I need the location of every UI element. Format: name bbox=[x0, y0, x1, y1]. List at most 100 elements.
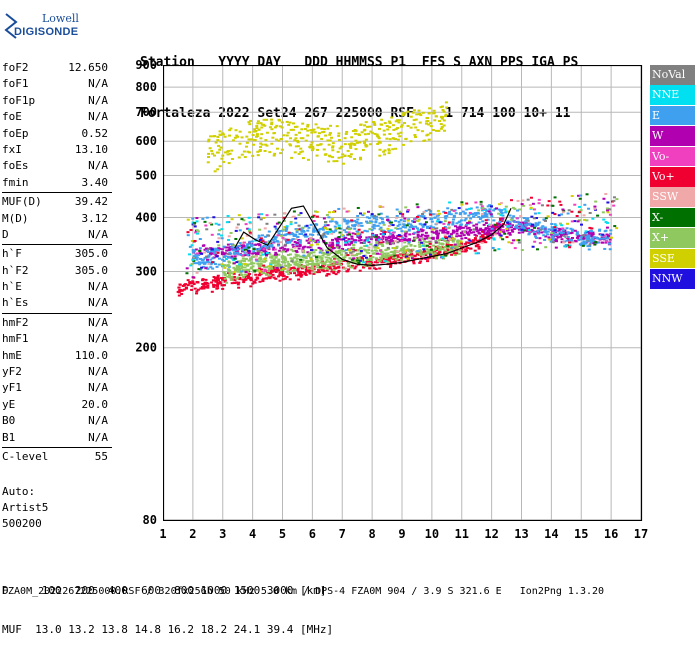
echo-point bbox=[395, 216, 399, 219]
echo-point bbox=[203, 220, 207, 223]
echo-point bbox=[534, 225, 538, 228]
echo-point bbox=[411, 225, 415, 228]
echo-point bbox=[238, 229, 242, 232]
echo-point bbox=[329, 251, 333, 254]
echo-point bbox=[270, 256, 274, 259]
echo-point bbox=[525, 224, 529, 227]
echo-point bbox=[459, 219, 463, 222]
echo-point bbox=[245, 246, 249, 249]
x-tick-label: 17 bbox=[634, 527, 648, 541]
echo-point bbox=[491, 229, 495, 232]
echo-point bbox=[323, 225, 327, 228]
echo-point bbox=[517, 223, 521, 226]
echo-point bbox=[483, 212, 487, 215]
echo-point bbox=[225, 246, 229, 249]
echo-point bbox=[331, 244, 335, 247]
echo-point bbox=[347, 231, 351, 234]
echo-point bbox=[218, 130, 222, 133]
echo-point bbox=[277, 260, 281, 263]
echo-point bbox=[460, 203, 464, 206]
echo-point bbox=[217, 257, 221, 260]
echo-point bbox=[245, 135, 249, 138]
echo-point bbox=[374, 238, 378, 241]
echo-point bbox=[578, 197, 582, 200]
echo-point bbox=[340, 156, 344, 159]
echo-point bbox=[246, 263, 250, 266]
echo-point bbox=[221, 287, 225, 290]
echo-point bbox=[368, 267, 372, 270]
echo-point bbox=[420, 233, 424, 236]
echo-point bbox=[393, 260, 397, 263]
echo-point bbox=[388, 126, 392, 129]
echo-point bbox=[606, 235, 610, 238]
echo-point bbox=[424, 209, 428, 212]
echo-point bbox=[242, 244, 246, 247]
echo-point bbox=[232, 266, 236, 269]
echo-point bbox=[577, 239, 581, 242]
param-value: 55 bbox=[94, 449, 108, 463]
y-tick-label: 800 bbox=[135, 80, 157, 94]
echo-point bbox=[440, 105, 444, 108]
echo-point bbox=[316, 233, 320, 236]
echo-point bbox=[268, 151, 272, 154]
echo-point bbox=[314, 239, 318, 242]
echo-point bbox=[413, 254, 417, 257]
echo-point bbox=[552, 227, 556, 230]
echo-point bbox=[443, 220, 447, 223]
echo-point bbox=[317, 271, 321, 274]
echo-point bbox=[465, 241, 469, 244]
echo-point bbox=[382, 257, 386, 260]
echo-point bbox=[498, 223, 502, 226]
echo-point bbox=[268, 253, 272, 256]
echo-point bbox=[288, 278, 292, 281]
echo-point bbox=[522, 217, 526, 220]
echo-point bbox=[416, 215, 420, 218]
echo-point bbox=[565, 227, 569, 230]
echo-point bbox=[421, 242, 425, 245]
echo-point bbox=[339, 260, 343, 263]
echo-point bbox=[306, 229, 310, 232]
echo-point bbox=[400, 124, 404, 127]
echo-point bbox=[209, 247, 213, 250]
echo-point bbox=[413, 257, 417, 260]
param-row: h`F 305.0 bbox=[2, 246, 112, 262]
echo-point bbox=[508, 221, 512, 224]
echo-point bbox=[441, 247, 445, 250]
echo-point bbox=[292, 210, 296, 213]
echo-point bbox=[568, 246, 572, 249]
echo-point bbox=[294, 133, 298, 136]
echo-point bbox=[290, 257, 294, 260]
echo-point bbox=[392, 256, 396, 259]
echo-point bbox=[219, 282, 223, 285]
echo-point bbox=[363, 245, 367, 248]
echo-point bbox=[335, 240, 339, 243]
echo-point bbox=[229, 127, 233, 130]
echo-point bbox=[303, 128, 307, 131]
echo-point bbox=[302, 266, 306, 269]
echo-point bbox=[484, 227, 488, 230]
echo-point bbox=[615, 198, 619, 201]
echo-point bbox=[351, 260, 355, 263]
echo-point bbox=[406, 239, 410, 242]
echo-point bbox=[278, 125, 282, 128]
echo-point bbox=[530, 225, 534, 228]
echo-point bbox=[194, 248, 198, 251]
echo-point bbox=[218, 165, 222, 168]
echo-point bbox=[226, 268, 230, 271]
echo-point bbox=[485, 231, 489, 234]
echo-point bbox=[522, 226, 526, 229]
echo-point bbox=[333, 256, 337, 259]
echo-point bbox=[409, 244, 413, 247]
echo-point bbox=[407, 242, 411, 245]
echo-point bbox=[338, 263, 342, 266]
echo-point bbox=[314, 210, 318, 213]
param-name: B0 bbox=[2, 414, 16, 428]
echo-point bbox=[249, 276, 253, 279]
echo-point bbox=[476, 211, 480, 214]
echo-point bbox=[247, 228, 251, 231]
echo-point bbox=[270, 267, 274, 270]
echo-point bbox=[275, 222, 279, 225]
echo-point bbox=[409, 249, 413, 252]
echo-point bbox=[286, 248, 290, 251]
echo-point bbox=[342, 238, 346, 241]
